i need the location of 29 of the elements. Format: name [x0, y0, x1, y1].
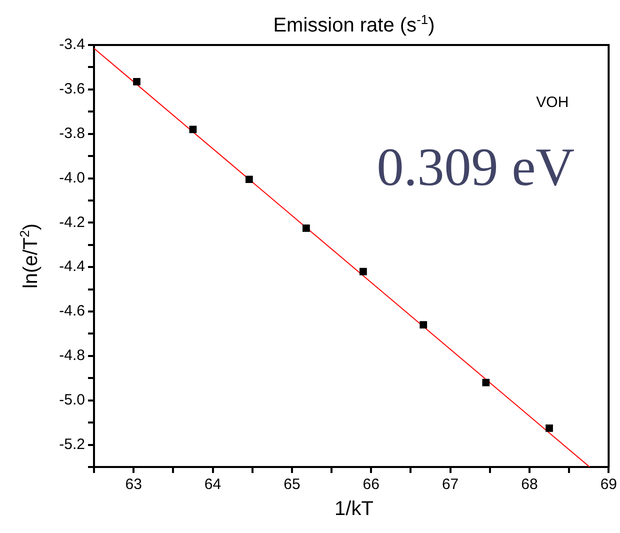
point: [482, 378, 490, 386]
x-tick-label: 69: [600, 476, 617, 494]
y-tick-label: -4.0: [59, 169, 85, 186]
point: [360, 268, 367, 276]
point: [246, 176, 253, 184]
point: [302, 224, 310, 232]
point: [189, 126, 197, 134]
annotation: 0.309 eV: [376, 137, 575, 197]
y-tick-label: -5.2: [59, 436, 85, 453]
x-tick-label: 66: [362, 476, 380, 494]
x-tick-label: 63: [125, 476, 142, 494]
point: [133, 78, 140, 86]
point: [420, 321, 428, 329]
point: [546, 424, 553, 432]
x-tick-label: 68: [521, 476, 538, 494]
y-tick-label: -4.2: [59, 214, 85, 231]
chart-title: Emission rate (s$^{-1}$): [272, 12, 436, 38]
y-tick-label: -4.6: [59, 302, 85, 320]
y-tick-label: -4.4: [59, 258, 85, 276]
text: -5.0: [59, 392, 85, 409]
annotation: VOH: [536, 94, 569, 111]
x-tick-label: 67: [442, 476, 459, 494]
x-tick-label: 65: [284, 476, 300, 494]
y-tick-label: -3.4: [59, 36, 85, 54]
y-tick-label: -3.6: [59, 80, 85, 98]
y-tick-label: -3.8: [59, 124, 85, 142]
x-axis-title: 1/kT: [334, 498, 374, 521]
y-tick-label: -4.8: [59, 347, 85, 364]
x-tick-label: 64: [204, 476, 222, 494]
